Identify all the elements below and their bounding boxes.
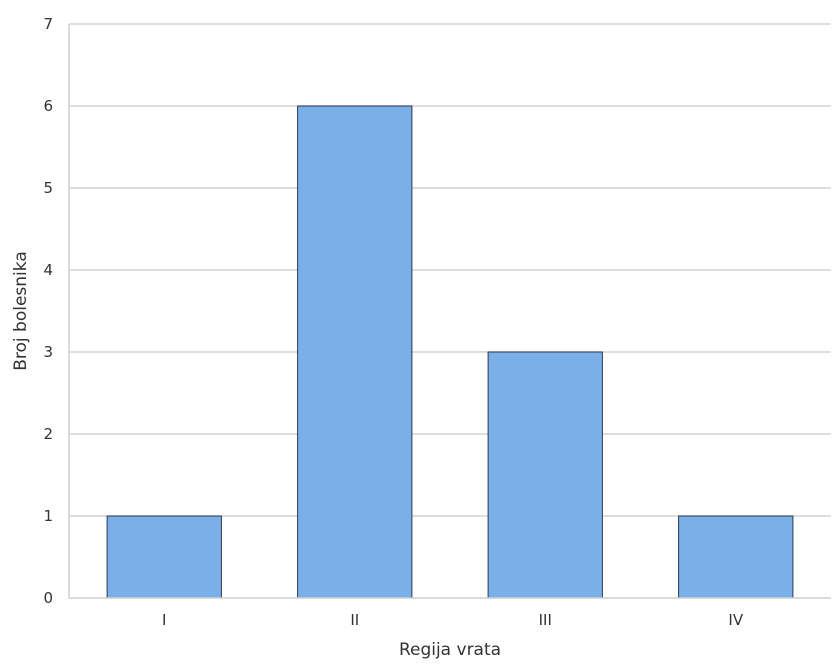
y-tick-labels: 0 1 2 3 4 5 6 7: [43, 15, 53, 607]
y-tick-label: 2: [43, 425, 53, 443]
gridlines: [69, 23, 831, 517]
x-tick-label: IV: [728, 611, 743, 629]
y-tick-label: 1: [43, 507, 53, 525]
x-tick-label: III: [539, 611, 552, 629]
bar-III: [487, 351, 603, 599]
y-tick-label: 5: [43, 179, 53, 197]
x-axis-label: Regija vrata: [399, 640, 501, 660]
bars: [106, 105, 794, 599]
bar-I: [106, 515, 222, 599]
x-tick-label: II: [350, 611, 359, 629]
y-tick-label: 6: [43, 97, 53, 115]
y-tick-label: 4: [43, 261, 53, 279]
y-tick-label: 7: [43, 15, 53, 33]
bar-IV: [678, 515, 794, 599]
y-tick-label: 3: [43, 343, 53, 361]
x-tick-label: I: [162, 611, 166, 629]
y-axis-label: Broj bolesnika: [11, 251, 31, 371]
x-tick-labels: I II III IV: [162, 611, 744, 629]
y-tick-label: 0: [43, 589, 53, 607]
axes: [68, 24, 831, 599]
bar-II: [297, 105, 413, 599]
